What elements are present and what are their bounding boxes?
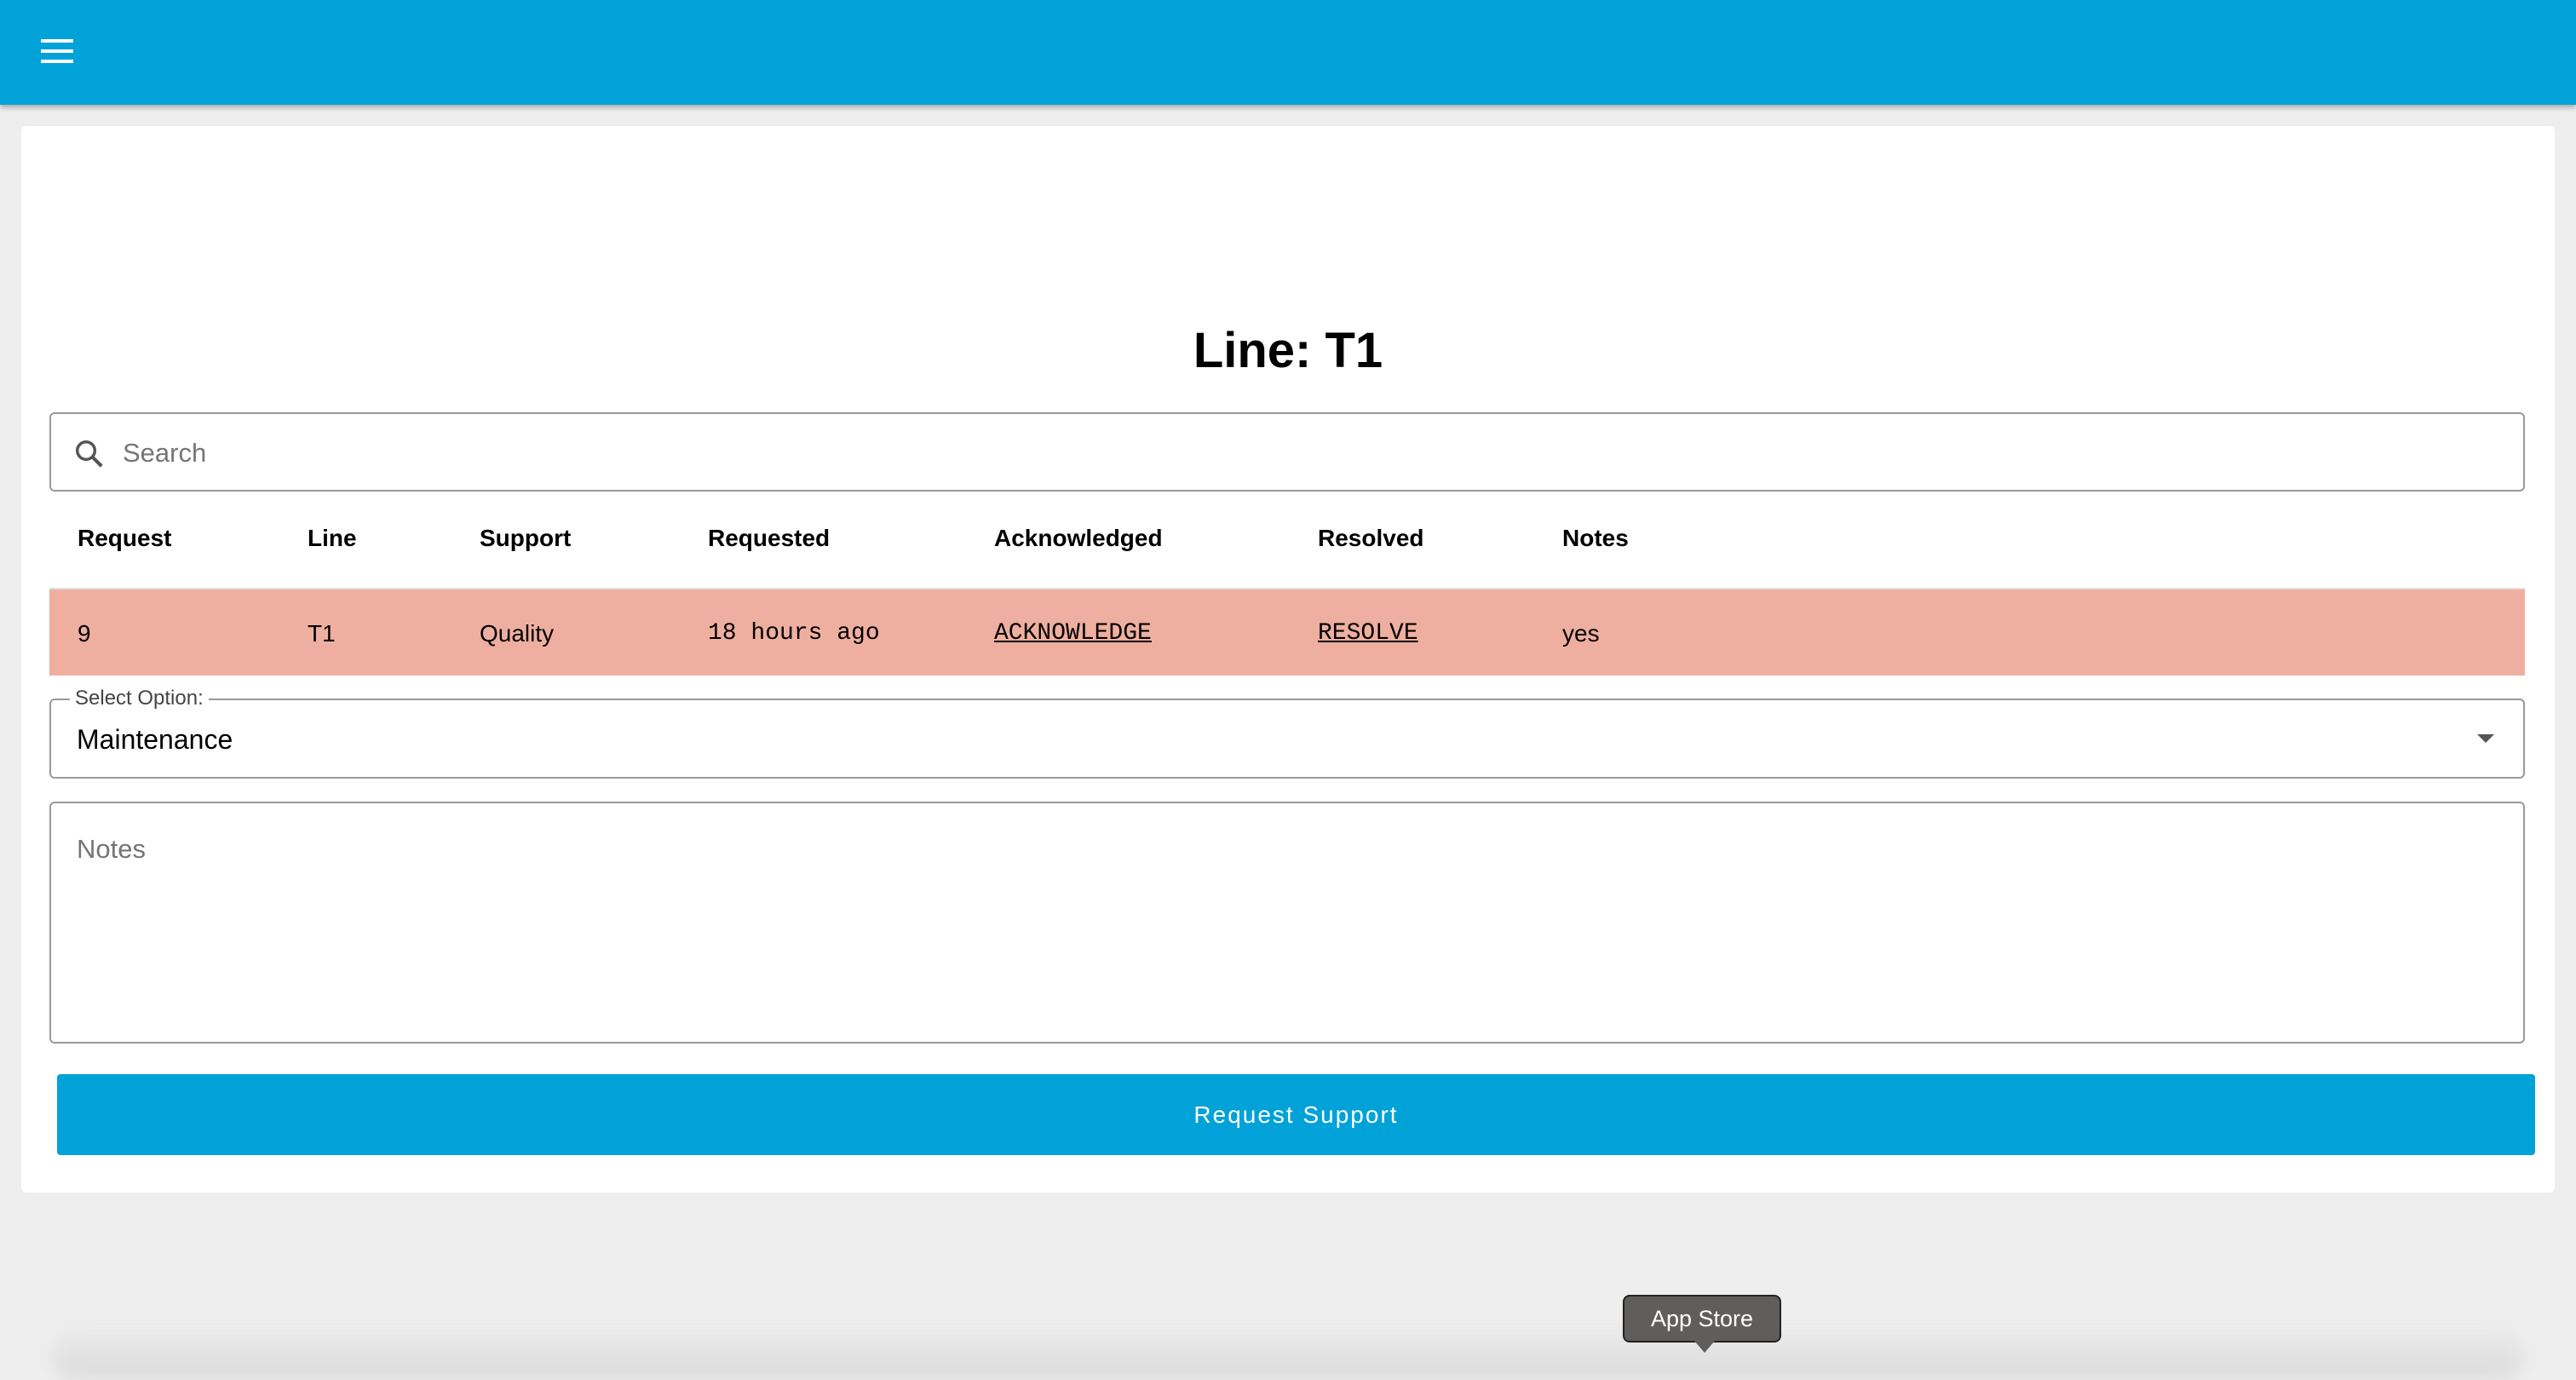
request-support-button[interactable]: Request Support [57, 1074, 2535, 1155]
chevron-down-icon[interactable] [2477, 734, 2494, 743]
select-value: Maintenance [77, 724, 233, 755]
column-header-request[interactable]: Request [78, 525, 172, 551]
search-field[interactable] [49, 412, 2525, 492]
search-input[interactable] [121, 414, 2493, 492]
support-type-select[interactable]: Select Option: Maintenance [49, 687, 2525, 779]
hamburger-menu-icon[interactable] [41, 39, 73, 65]
resolve-link[interactable]: RESOLVE [1318, 620, 1418, 647]
cell-requested: 18 hours ago [708, 620, 880, 647]
page-title: Line: T1 [1193, 323, 1383, 378]
column-header-notes[interactable]: Notes [1562, 525, 1629, 551]
column-header-support[interactable]: Support [480, 525, 572, 551]
column-header-resolved[interactable]: Resolved [1318, 525, 1424, 551]
select-label: Select Option: [70, 687, 209, 710]
dock [51, 1329, 2525, 1380]
cell-line: T1 [308, 620, 336, 647]
acknowledge-link[interactable]: ACKNOWLEDGE [994, 620, 1152, 647]
column-header-line[interactable]: Line [308, 525, 357, 551]
column-header-acknowledged[interactable]: Acknowledged [994, 525, 1163, 551]
search-icon [76, 440, 103, 468]
app-bar [0, 0, 2576, 105]
table-row: 9 T1 Quality 18 hours ago ACKNOWLEDGE RE… [49, 588, 2525, 676]
dock-tooltip: App Store [1623, 1295, 1781, 1353]
cell-request: 9 [78, 620, 91, 647]
column-header-requested[interactable]: Requested [708, 525, 831, 551]
cell-notes: yes [1562, 620, 1600, 647]
cell-support: Quality [480, 620, 555, 647]
notes-textarea[interactable] [49, 802, 2525, 1044]
